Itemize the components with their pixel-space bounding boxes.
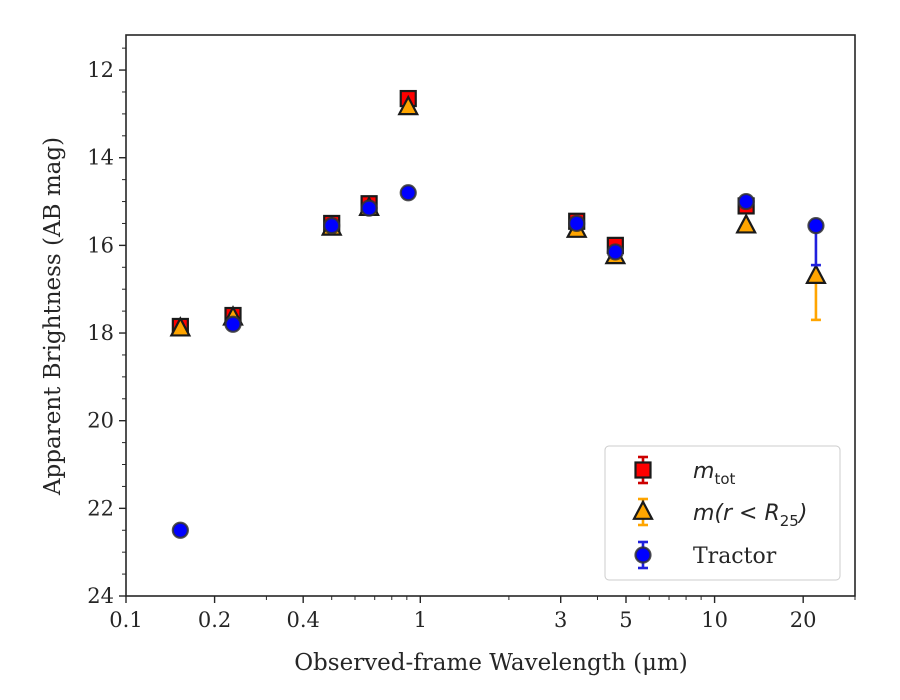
x-tick-label: 10 (701, 608, 728, 632)
plot-frame (125, 34, 856, 597)
data-point (169, 316, 192, 337)
legend: mtot m(r < R25) Tractor (604, 445, 841, 581)
y-axis-label: Apparent Brightness (AB mag) (40, 137, 66, 496)
plot-area (125, 34, 856, 597)
data-point (399, 184, 417, 202)
x-axis-label: Observed-frame Wavelength (μm) (294, 650, 688, 676)
legend-marker (632, 499, 654, 520)
x-tick-label: 20 (790, 608, 817, 632)
y-tick-label: 18 (87, 321, 114, 345)
y-tick-label: 14 (87, 146, 114, 170)
data-marks (169, 89, 827, 539)
data-point (360, 199, 378, 217)
x-tick-label: 3 (554, 608, 567, 632)
data-point (805, 263, 827, 284)
y-tick-label: 22 (87, 496, 114, 520)
legend-marker (634, 461, 652, 479)
legend-item: Tractor (634, 540, 777, 570)
data-point (568, 214, 586, 233)
y-tick-label: 12 (87, 58, 114, 82)
legend-label: mtot (693, 459, 735, 488)
data-point (606, 243, 624, 261)
x-tick-label: 1 (414, 608, 427, 632)
legend-item: mtot (634, 455, 735, 488)
legend-box (604, 445, 841, 581)
y-axis: 12 14 16 18 20 22 24 (87, 47, 126, 608)
series-square (171, 89, 755, 336)
data-point (807, 217, 825, 235)
data-point (735, 213, 757, 234)
y-tick-label: 24 (87, 584, 114, 608)
data-point (171, 521, 189, 539)
data-point (224, 315, 242, 333)
data-point (737, 192, 755, 211)
data-point (397, 94, 420, 116)
x-tick-label: 0.2 (198, 608, 231, 632)
series-triangle (169, 94, 827, 337)
data-point (323, 217, 341, 235)
y-tick-label: 20 (87, 409, 114, 433)
legend-label: Tractor (693, 544, 777, 569)
series-circle (171, 184, 825, 539)
y-tick-label: 16 (87, 233, 114, 257)
x-tick-label: 0.4 (286, 608, 319, 632)
x-axis: 0.1 0.2 0.4 1 3 5 10 20 (109, 596, 856, 632)
legend-marker (634, 546, 652, 564)
legend-item: m(r < R25) (632, 497, 807, 530)
x-tick-label: 5 (619, 608, 632, 632)
x-tick-label: 0.1 (109, 608, 142, 632)
legend-label: m(r < R25) (693, 501, 807, 530)
